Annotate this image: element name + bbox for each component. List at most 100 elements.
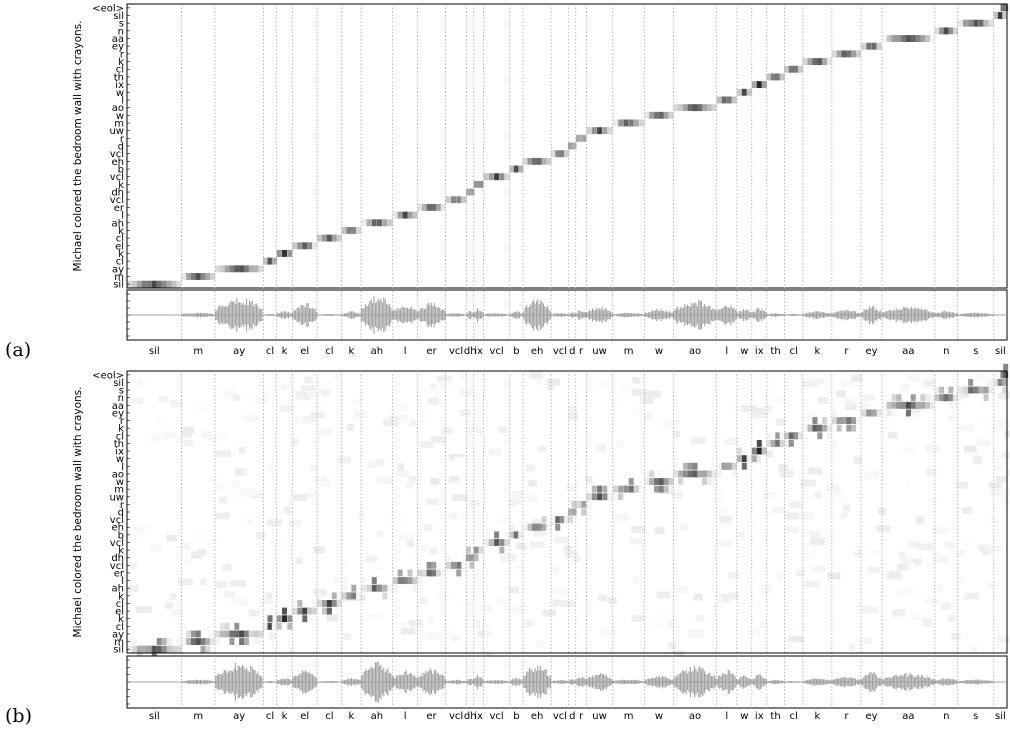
attention-cell (775, 432, 781, 440)
attention-cell (366, 219, 372, 227)
attention-noise-cell (972, 455, 983, 463)
attention-cell (371, 219, 377, 227)
attention-cell (302, 607, 308, 615)
attention-cell (618, 119, 624, 127)
attention-cell (1000, 371, 1006, 379)
attention-noise-cell (931, 551, 940, 559)
attention-cell (234, 630, 240, 638)
attention-cell (939, 394, 945, 402)
attention-noise-cell (693, 593, 703, 601)
y-tick-label: er (114, 203, 125, 214)
y-tick-label: el (115, 241, 124, 252)
attention-cell (440, 569, 446, 577)
attention-noise-cell (468, 426, 483, 434)
x-tick-label: r (844, 711, 849, 722)
attention-noise-cell (496, 598, 511, 606)
attention-cell (939, 27, 945, 35)
attention-cell (962, 386, 968, 394)
x-tick-label: uw (592, 346, 607, 357)
attention-noise-cell (898, 551, 906, 559)
attention-cell (644, 478, 650, 485)
y-tick-label: k (118, 226, 124, 237)
attention-cell (891, 394, 897, 402)
x-tick-label: eh (531, 711, 544, 722)
attention-cell (968, 379, 974, 386)
x-tick-label: el (300, 346, 309, 357)
attention-cell (812, 58, 818, 66)
attention-noise-cell (552, 566, 559, 574)
attention-cell (195, 630, 201, 638)
attention-noise-cell (948, 615, 957, 622)
attention-cell (518, 165, 524, 173)
attention-noise-cell (310, 464, 319, 472)
attention-cell (751, 455, 757, 463)
attention-noise-cell (430, 477, 440, 485)
attention-noise-cell (489, 448, 502, 456)
attention-cell (417, 569, 423, 577)
attention-cell (436, 569, 442, 577)
attention-cell (784, 439, 790, 447)
attention-cell (861, 42, 867, 50)
attention-noise-cell (542, 609, 556, 617)
attention-noise-cell (724, 438, 739, 446)
attention-cell (407, 569, 413, 577)
attention-cell (1003, 4, 1009, 12)
y-tick-label: eh (112, 157, 125, 168)
attention-noise-cell (289, 520, 301, 527)
x-tick-label: w (740, 346, 748, 357)
attention-cell (191, 273, 197, 280)
x-tick-label: th (770, 711, 780, 722)
attention-noise-cell (508, 606, 524, 614)
attention-cell (276, 615, 282, 623)
attention-cell (948, 27, 954, 35)
attention-noise-cell (907, 374, 920, 382)
y-tick-label: vcl (110, 172, 124, 183)
attention-cell (628, 119, 634, 127)
attention-noise-cell (597, 594, 608, 602)
attention-noise-cell (527, 495, 538, 503)
attention-noise-cell (766, 491, 780, 499)
attention-cell (312, 242, 318, 250)
attention-noise-cell (181, 542, 191, 550)
attention-noise-cell (243, 413, 255, 421)
attention-cell (267, 257, 273, 265)
attention-noise-cell (255, 532, 266, 540)
attention-noise-cell (208, 476, 218, 484)
attention-cell (282, 615, 288, 623)
x-tick-label: b (513, 346, 519, 357)
y-tick-label: eh (112, 523, 125, 534)
attention-noise-cell (900, 383, 910, 391)
attention-noise-cell (899, 587, 915, 595)
attention-cell (597, 127, 603, 135)
attention-cell (200, 638, 206, 645)
attention-cell (581, 508, 587, 516)
attention-cell (336, 600, 342, 607)
attention-cell (934, 394, 940, 402)
x-tick-label: sil (149, 346, 160, 357)
attention-noise-cell (280, 405, 292, 413)
attention-noise-cell (536, 640, 545, 648)
attention-cell (522, 157, 528, 165)
attention-cell (504, 531, 510, 539)
attention-noise-cell (347, 424, 354, 431)
attention-cell (331, 234, 337, 242)
attention-cell (195, 638, 201, 645)
attention-cell (668, 478, 674, 485)
attention-noise-cell (389, 415, 399, 423)
attention-cell (891, 35, 897, 42)
attention-cell (726, 96, 732, 104)
attention-cell (649, 478, 655, 485)
attention-noise-cell (643, 397, 654, 405)
y-tick-label: uw (109, 126, 124, 137)
attention-cell (920, 35, 926, 42)
attention-noise-cell (158, 395, 170, 403)
attention-cell (317, 592, 323, 600)
attention-cell (417, 203, 423, 211)
attention-cell (770, 439, 776, 447)
attention-cell (377, 219, 383, 227)
attention-cell (1003, 371, 1009, 379)
attention-cell (817, 424, 823, 432)
y-tick-label: ay (112, 629, 124, 640)
attention-noise-cell (891, 609, 902, 617)
attention-noise-cell (552, 599, 562, 607)
